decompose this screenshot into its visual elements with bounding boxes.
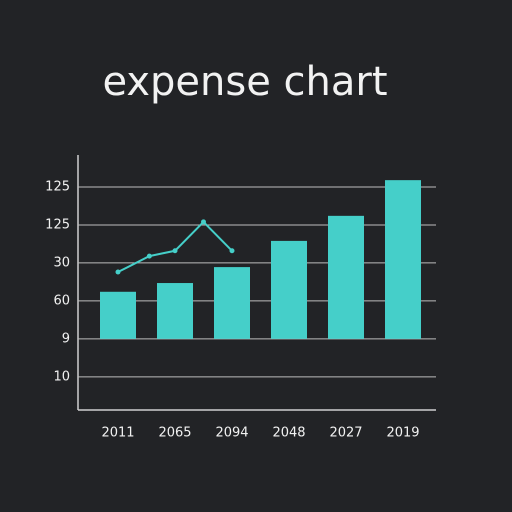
x-tick-label: 2011 [101, 426, 134, 441]
y-tick-label: 125 [45, 179, 70, 194]
trend-point [115, 269, 121, 275]
chart-title: expense chart [102, 59, 387, 105]
trend-point [201, 219, 206, 225]
y-tick-label: 60 [53, 293, 70, 308]
bar [214, 267, 250, 339]
bar [385, 180, 421, 339]
bar [328, 215, 364, 339]
bar [271, 240, 307, 339]
y-tick-label: 9 [62, 331, 70, 346]
trend-point [172, 248, 178, 254]
y-tick-label: 10 [53, 369, 70, 384]
x-tick-label: 2048 [272, 426, 305, 441]
x-tick-label: 2019 [386, 426, 419, 441]
x-tick-label: 2065 [158, 426, 191, 441]
trend-point [146, 253, 152, 259]
bar [157, 283, 193, 339]
trend-point [229, 248, 235, 254]
x-tick-label: 2094 [215, 426, 248, 441]
y-tick-label: 125 [45, 217, 70, 232]
x-tick-label: 2027 [329, 426, 362, 441]
bar [100, 291, 136, 339]
y-tick-label: 30 [53, 255, 70, 270]
